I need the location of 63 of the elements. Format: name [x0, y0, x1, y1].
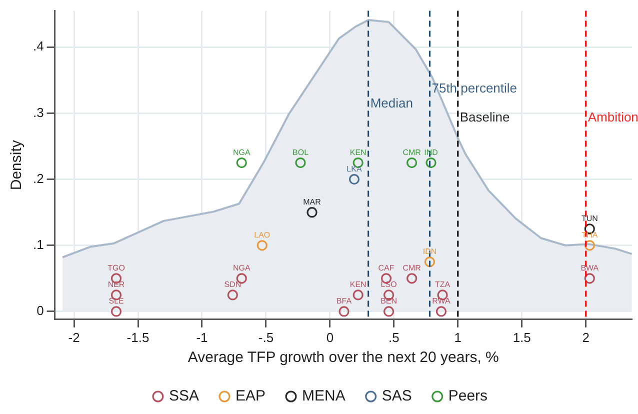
- point: [110, 306, 122, 317]
- x-tick-label: -1: [196, 330, 208, 345]
- y-tick-label: .4: [33, 38, 44, 54]
- data-label: CMR: [402, 148, 422, 157]
- data-label: TGO: [108, 264, 125, 273]
- data-label: MAR: [303, 198, 322, 207]
- legend-label: EAP: [235, 388, 266, 405]
- data-label: NER: [108, 280, 125, 290]
- point: [424, 256, 436, 268]
- ref-line-label: 75th percentile: [432, 80, 518, 96]
- data-label: SDN: [224, 280, 242, 290]
- x-tick-label: 1: [454, 330, 462, 345]
- data-label: BWA: [580, 264, 600, 273]
- point: [383, 306, 394, 317]
- point: [236, 157, 247, 168]
- x-tick-label: .5: [388, 330, 400, 345]
- x-tick-label: 1.5: [512, 330, 531, 345]
- data-label: BEN: [380, 296, 398, 306]
- x-tick-label: 0: [326, 330, 334, 345]
- data-label: CMR: [402, 264, 422, 273]
- y-axis-title: Density: [8, 140, 26, 190]
- x-tick-label: -.5: [258, 330, 274, 345]
- x-tick-label: -1.5: [126, 330, 150, 345]
- x-axis-title: Average TFP growth over the next 20 years, %: [188, 349, 499, 366]
- data-label: TUN: [581, 214, 598, 224]
- point: [584, 273, 595, 284]
- x-tick-label: -2: [68, 330, 80, 345]
- point: [436, 306, 447, 317]
- data-label: NGA: [232, 264, 251, 273]
- data-label: KEN: [350, 148, 367, 157]
- data-label: THA: [582, 230, 598, 240]
- point: [295, 157, 306, 168]
- legend-label: MENA: [302, 388, 346, 405]
- legend-label: SSA: [168, 388, 199, 405]
- data-label: LKA: [346, 164, 362, 174]
- y-tick-label: .3: [33, 104, 44, 120]
- data-label: BOL: [292, 148, 310, 157]
- point: [348, 174, 360, 185]
- point: [306, 207, 318, 218]
- data-label: IDN: [422, 247, 437, 256]
- point: [406, 157, 418, 168]
- data-label: CAF: [378, 264, 394, 273]
- data-label: BFA: [336, 296, 352, 306]
- y-tick-label: .2: [33, 170, 44, 186]
- ref-line-label: Baseline: [460, 110, 510, 125]
- y-tick-label: .1: [33, 236, 44, 252]
- point: [584, 240, 595, 251]
- data-label: TZA: [434, 280, 451, 290]
- legend-label: Peers: [448, 388, 488, 405]
- point: [352, 290, 364, 300]
- point: [227, 290, 238, 300]
- y-tick-label: 0: [36, 303, 44, 318]
- data-label: KEN: [350, 280, 367, 290]
- ref-line-label: Median: [370, 96, 413, 111]
- x-tick-label: 2: [582, 330, 590, 345]
- point: [256, 240, 268, 251]
- point: [406, 273, 418, 284]
- legend-label: SAS: [382, 388, 412, 405]
- point: [338, 306, 350, 317]
- ref-line-label: Ambition: [588, 110, 638, 125]
- data-label: NGA: [232, 148, 251, 157]
- point: [426, 157, 436, 168]
- data-label: LAO: [254, 230, 270, 240]
